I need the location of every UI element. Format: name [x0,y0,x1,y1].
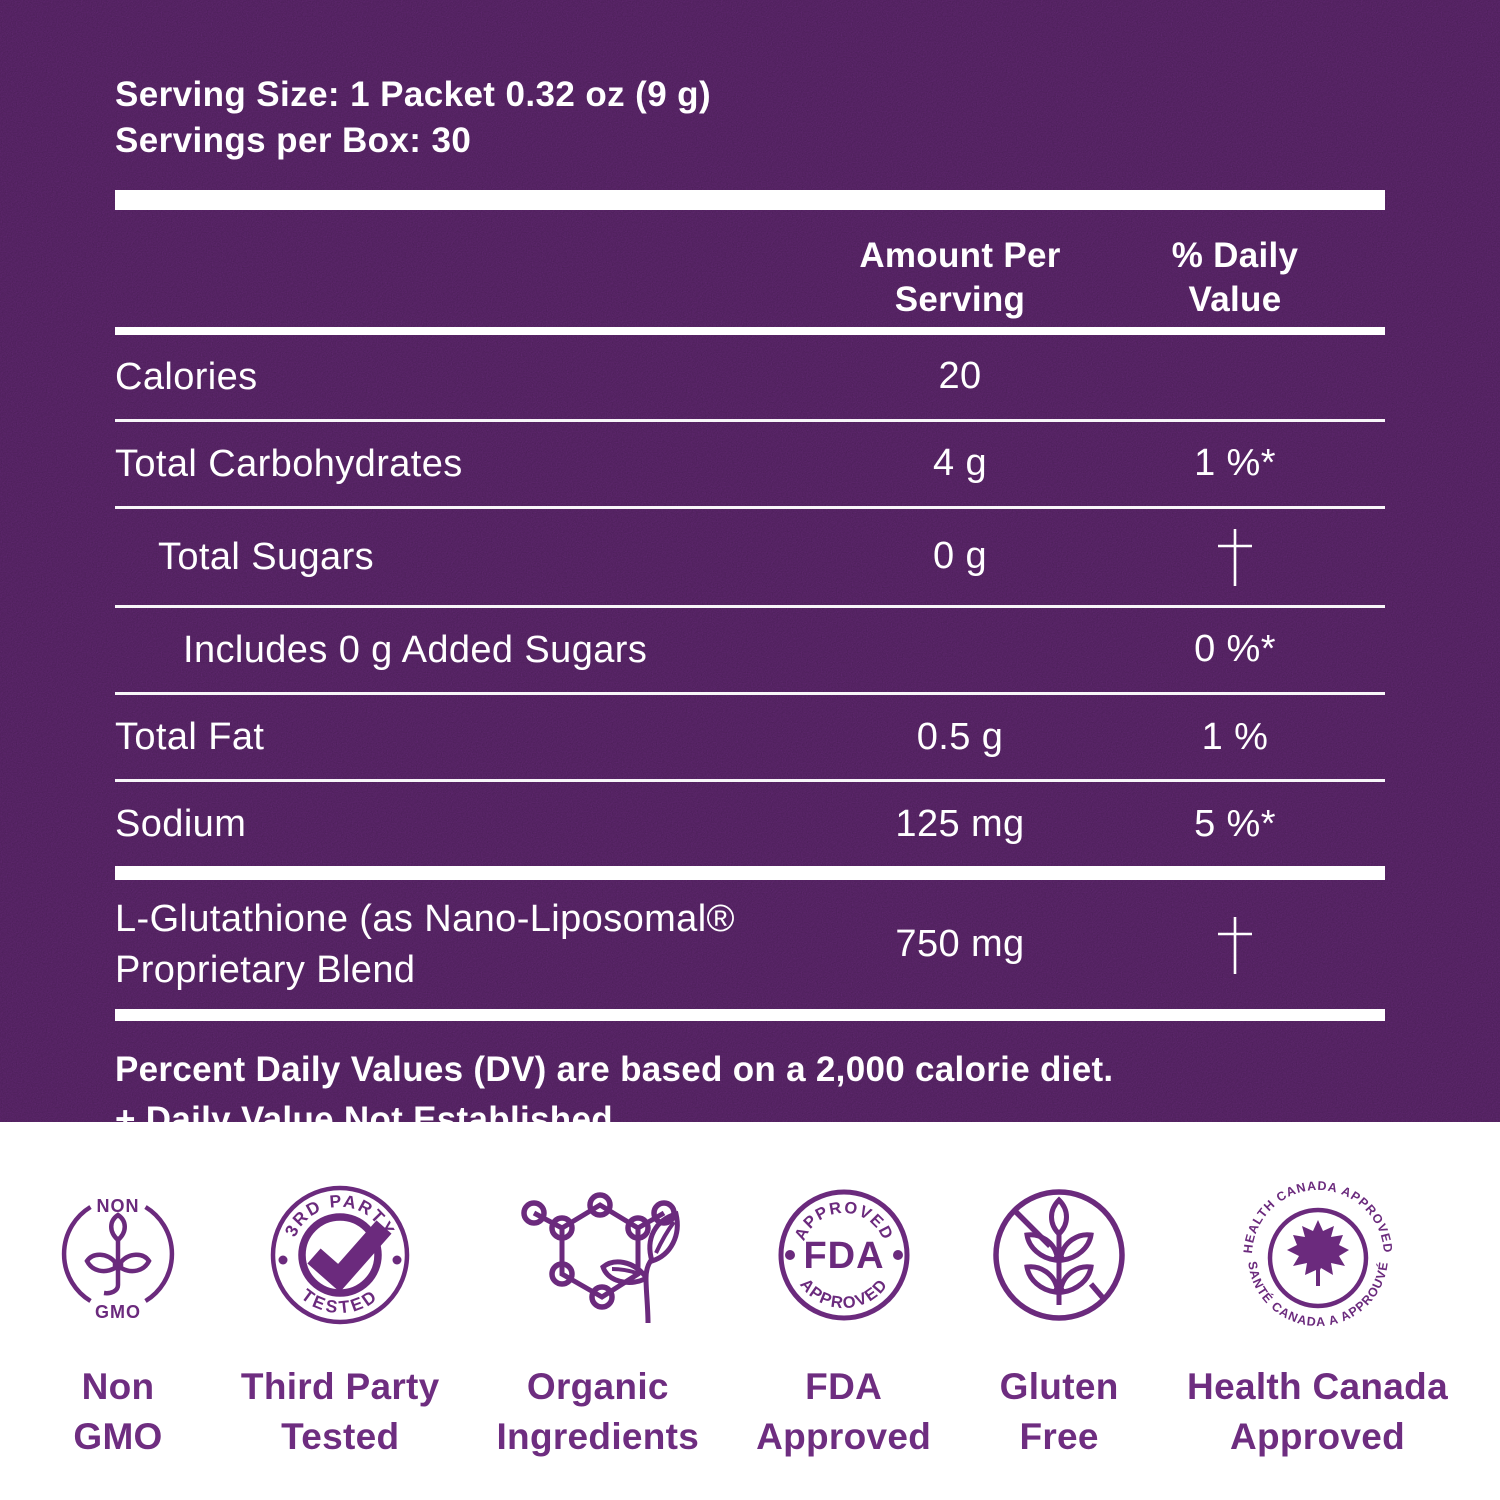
amount-cell: 0 g [932,535,988,578]
badge-label: FDA Approved [756,1366,932,1457]
daily-value-cell: 1 % [1201,715,1269,758]
daily-value-cell: 0 %* [1194,628,1276,671]
amount-cell: 20 [938,355,982,398]
row-label: Includes 0 g Added Sugars [183,628,648,671]
table-row-total-carbohydrates: Total Carbohydrates 4 g 1 %* [115,422,1385,509]
gluten-free-icon [993,1189,1125,1321]
daily-value-cell [1085,914,1385,976]
servings-per-box-text: Servings per Box: 30 [115,121,472,161]
badge-label: Non GMO [73,1366,163,1457]
badge-gluten-free: Gluten Free [988,1174,1130,1500]
amount-cell: 750 mg [895,923,1025,965]
badge-label: Organic Ingredients [496,1366,700,1457]
table-row-calories: Calories 20 [115,335,1385,422]
fda-approved-icon: APPROVED APPROVED FDA [778,1189,910,1321]
maple-leaf [1286,1220,1349,1286]
footnote: Percent Daily Values (DV) are based on a… [115,1045,1385,1122]
serving-size-text: Serving Size: 1 Packet 0.32 oz (9 g) [115,75,712,114]
table-row-sodium: Sodium 125 mg 5 %* [115,782,1385,881]
table-row-added-sugars: Includes 0 g Added Sugars 0 %* [115,608,1385,696]
table-row-total-fat: Total Fat 0.5 g 1 % [115,695,1385,783]
footnote-dv-basis: Percent Daily Values (DV) are based on a… [115,1049,1114,1089]
row-label: Sodium [115,803,247,846]
daily-value-cell: 5 %* [1194,802,1276,845]
table-row-total-sugars: Total Sugars 0 g [115,509,1385,608]
fda-center-text: FDA [803,1235,884,1277]
daily-value-cell [1085,526,1385,588]
badge-label: Third Party Tested [240,1366,440,1457]
organic-ingredients-icon [521,1191,680,1323]
row-label: Calories [115,355,258,398]
amount-cell: 125 mg [895,802,1025,845]
footnote-dv-not-established: + Daily Value Not Established. [115,1100,623,1122]
panel-content: Serving Size: 1 Packet 0.32 oz (9 g) Ser… [115,0,1385,1122]
health-canada-approved-icon: HEALTH CANADA APPROVED SANTÉ CANADA A AP… [1240,1179,1393,1329]
amount-cell: 0.5 g [916,715,1004,758]
divider-header [115,326,1385,335]
nutrition-panel: Serving Size: 1 Packet 0.32 oz (9 g) Ser… [0,0,1500,1122]
daily-value-cell: 1 %* [1194,442,1276,485]
dagger-icon [1218,528,1252,586]
non-gmo-ring-bottom: GMO [95,1302,141,1322]
badges-section: NON GMO Non GMO [0,1122,1500,1500]
non-gmo-icon: NON GMO [61,1196,175,1322]
row-label: Total Fat [115,716,265,759]
badge-health-canada-approved: HEALTH CANADA APPROVED SANTÉ CANADA A AP… [1187,1174,1448,1500]
badge-organic-ingredients: Organic Ingredients [496,1174,699,1500]
badge-third-party-tested: 3RD PARTY TESTED Third Party Tested [241,1174,440,1500]
row-label: Total Carbohydrates [115,442,463,485]
non-gmo-ring-top: NON [97,1196,140,1216]
row-label: Total Sugars [158,535,375,578]
column-header-daily-value: % Daily Value [1171,236,1299,320]
table-column-headers: Amount Per Serving % Daily Value [115,210,1385,322]
badge-label: Gluten Free [999,1366,1119,1457]
amount-cell: 4 g [932,442,988,485]
table-row-l-glutathione: L-Glutathione (as Nano-Liposomal® Propri… [115,880,1385,1021]
third-party-tested-icon: 3RD PARTY TESTED [270,1185,410,1325]
badge-fda-approved: APPROVED APPROVED FDA FDA Approved [756,1174,931,1500]
serving-info: Serving Size: 1 Packet 0.32 oz (9 g) Ser… [115,0,1385,164]
nutrition-table: Calories 20 Total Carbohydrates 4 g 1 %*… [115,335,1385,1021]
row-label: L-Glutathione (as Nano-Liposomal® Propri… [115,898,735,991]
badge-label: Health Canada Approved [1187,1366,1448,1457]
column-header-amount-per-serving: Amount Per Serving [859,236,1061,320]
dagger-icon [1218,916,1252,974]
divider-thick-top [115,190,1385,211]
badge-non-gmo: NON GMO Non GMO [52,1174,184,1500]
